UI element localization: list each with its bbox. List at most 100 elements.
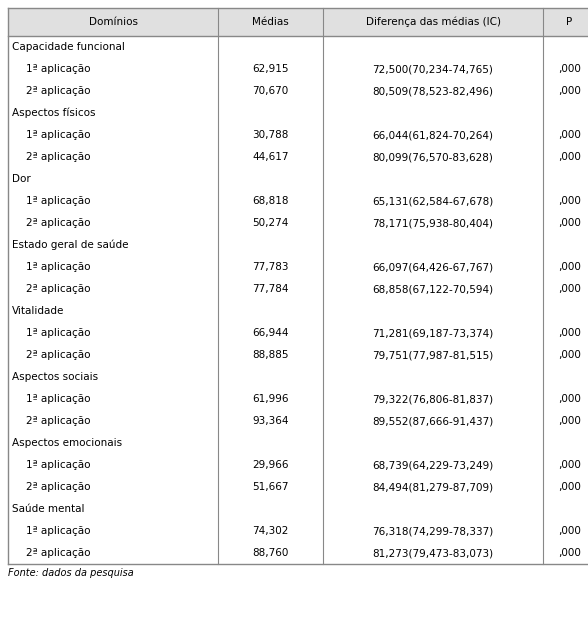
Text: 1ª aplicação: 1ª aplicação: [26, 394, 91, 404]
Text: ,000: ,000: [558, 284, 581, 294]
Text: 79,322(76,806-81,837): 79,322(76,806-81,837): [372, 394, 493, 404]
Text: 1ª aplicação: 1ª aplicação: [26, 262, 91, 272]
Bar: [8, 80, 588, 102]
Text: 61,996: 61,996: [252, 394, 289, 404]
Bar: [8, 454, 588, 476]
Text: 76,318(74,299-78,337): 76,318(74,299-78,337): [372, 526, 493, 536]
Text: 1ª aplicação: 1ª aplicação: [26, 460, 91, 470]
Text: 78,171(75,938-80,404): 78,171(75,938-80,404): [373, 218, 493, 228]
Text: 93,364: 93,364: [252, 416, 289, 426]
Text: 50,274: 50,274: [252, 218, 289, 228]
Text: Aspectos sociais: Aspectos sociais: [12, 372, 98, 382]
Text: 74,302: 74,302: [252, 526, 289, 536]
Text: Capacidade funcional: Capacidade funcional: [12, 42, 125, 52]
Text: 29,966: 29,966: [252, 460, 289, 470]
Text: 2ª aplicação: 2ª aplicação: [26, 86, 91, 96]
Text: ,000: ,000: [558, 130, 581, 140]
Text: 79,751(77,987-81,515): 79,751(77,987-81,515): [372, 350, 493, 360]
Bar: [8, 476, 588, 498]
Text: ,000: ,000: [558, 526, 581, 536]
Text: 81,273(79,473-83,073): 81,273(79,473-83,073): [372, 548, 493, 558]
Text: 2ª aplicação: 2ª aplicação: [26, 218, 91, 228]
Text: ,000: ,000: [558, 328, 581, 338]
Text: ,000: ,000: [558, 86, 581, 96]
Bar: [8, 58, 588, 80]
Bar: [8, 344, 588, 366]
Text: 68,739(64,229-73,249): 68,739(64,229-73,249): [372, 460, 493, 470]
Text: Diferença das médias (IC): Diferença das médias (IC): [366, 17, 500, 27]
Text: 80,099(76,570-83,628): 80,099(76,570-83,628): [373, 152, 493, 162]
Text: 68,818: 68,818: [252, 196, 289, 206]
Text: 2ª aplicação: 2ª aplicação: [26, 482, 91, 492]
Bar: [8, 388, 588, 410]
Bar: [8, 432, 588, 454]
Text: 1ª aplicação: 1ª aplicação: [26, 196, 91, 206]
Text: Dor: Dor: [12, 174, 31, 184]
Text: 66,097(64,426-67,767): 66,097(64,426-67,767): [372, 262, 493, 272]
Text: ,000: ,000: [558, 152, 581, 162]
Bar: [8, 234, 588, 256]
Text: 89,552(87,666-91,437): 89,552(87,666-91,437): [372, 416, 493, 426]
Text: 88,885: 88,885: [252, 350, 289, 360]
Bar: [8, 146, 588, 168]
Text: 88,760: 88,760: [252, 548, 289, 558]
Text: 1ª aplicação: 1ª aplicação: [26, 328, 91, 338]
Bar: [8, 190, 588, 212]
Text: ,000: ,000: [558, 416, 581, 426]
Bar: [8, 322, 588, 344]
Text: ,000: ,000: [558, 548, 581, 558]
Text: 2ª aplicação: 2ª aplicação: [26, 548, 91, 558]
Text: Estado geral de saúde: Estado geral de saúde: [12, 239, 129, 250]
Bar: [8, 498, 588, 520]
Text: ,000: ,000: [558, 482, 581, 492]
Text: 2ª aplicação: 2ª aplicação: [26, 284, 91, 294]
Text: 1ª aplicação: 1ª aplicação: [26, 526, 91, 536]
Bar: [8, 256, 588, 278]
Text: 51,667: 51,667: [252, 482, 289, 492]
Text: Aspectos físicos: Aspectos físicos: [12, 108, 95, 118]
Text: 30,788: 30,788: [252, 130, 289, 140]
Bar: [8, 8, 588, 36]
Text: 2ª aplicação: 2ª aplicação: [26, 416, 91, 426]
Text: Domínios: Domínios: [89, 17, 138, 27]
Text: ,000: ,000: [558, 350, 581, 360]
Text: ,000: ,000: [558, 394, 581, 404]
Text: P: P: [566, 17, 573, 27]
Text: Aspectos emocionais: Aspectos emocionais: [12, 438, 122, 448]
Bar: [8, 366, 588, 388]
Text: 2ª aplicação: 2ª aplicação: [26, 350, 91, 360]
Text: 71,281(69,187-73,374): 71,281(69,187-73,374): [372, 328, 493, 338]
Text: Saúde mental: Saúde mental: [12, 504, 85, 514]
Text: 77,783: 77,783: [252, 262, 289, 272]
Bar: [8, 542, 588, 564]
Bar: [8, 168, 588, 190]
Bar: [8, 300, 588, 322]
Text: 84,494(81,279-87,709): 84,494(81,279-87,709): [372, 482, 493, 492]
Text: 44,617: 44,617: [252, 152, 289, 162]
Bar: [8, 278, 588, 300]
Bar: [8, 410, 588, 432]
Bar: [8, 102, 588, 124]
Text: 62,915: 62,915: [252, 64, 289, 74]
Bar: [8, 124, 588, 146]
Text: ,000: ,000: [558, 196, 581, 206]
Text: 66,044(61,824-70,264): 66,044(61,824-70,264): [373, 130, 493, 140]
Text: 66,944: 66,944: [252, 328, 289, 338]
Text: 1ª aplicação: 1ª aplicação: [26, 64, 91, 74]
Bar: [8, 36, 588, 58]
Text: ,000: ,000: [558, 460, 581, 470]
Text: 68,858(67,122-70,594): 68,858(67,122-70,594): [372, 284, 493, 294]
Text: 1ª aplicação: 1ª aplicação: [26, 130, 91, 140]
Text: Médias: Médias: [252, 17, 289, 27]
Text: 65,131(62,584-67,678): 65,131(62,584-67,678): [372, 196, 493, 206]
Text: Vitalidade: Vitalidade: [12, 306, 64, 316]
Text: ,000: ,000: [558, 64, 581, 74]
Text: 70,670: 70,670: [252, 86, 289, 96]
Bar: [8, 520, 588, 542]
Text: ,000: ,000: [558, 262, 581, 272]
Text: ,000: ,000: [558, 218, 581, 228]
Text: 80,509(78,523-82,496): 80,509(78,523-82,496): [373, 86, 493, 96]
Text: Fonte: dados da pesquisa: Fonte: dados da pesquisa: [8, 568, 133, 578]
Text: 72,500(70,234-74,765): 72,500(70,234-74,765): [373, 64, 493, 74]
Text: 77,784: 77,784: [252, 284, 289, 294]
